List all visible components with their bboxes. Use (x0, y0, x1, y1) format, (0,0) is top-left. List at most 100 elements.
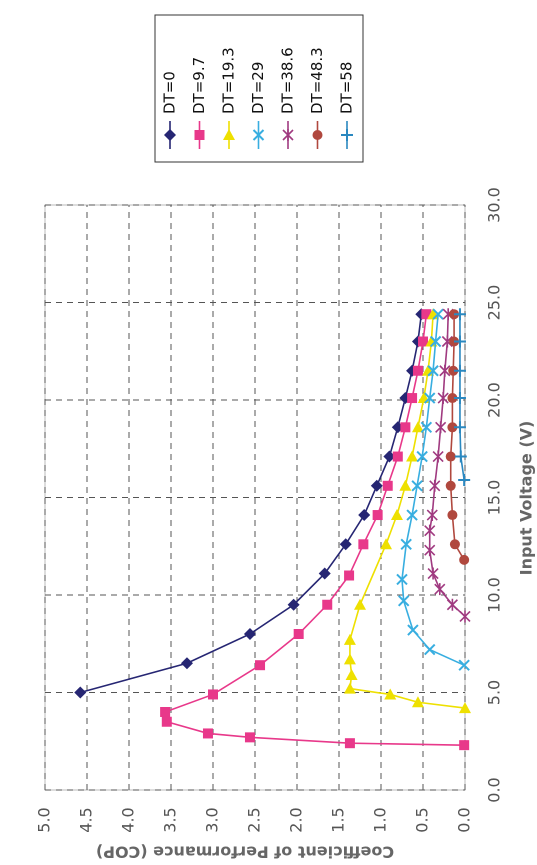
data-point (406, 509, 418, 521)
data-point (418, 336, 428, 347)
legend-label: DT=19.3 (220, 47, 238, 114)
data-point (411, 696, 424, 708)
data-point (400, 422, 411, 433)
data-point (435, 421, 447, 434)
data-point (458, 473, 471, 486)
data-point (437, 392, 449, 405)
legend-marker (282, 129, 294, 141)
rotated-chart: Input Voltage (V) Coefficient of Perform… (35, 14, 536, 862)
data-point (424, 524, 436, 537)
y-tick-label: 4.0 (119, 807, 138, 832)
data-point (447, 393, 458, 404)
data-point (407, 393, 418, 404)
data-point (343, 682, 356, 694)
data-point (382, 480, 393, 491)
y-tick-label: 5.0 (35, 807, 54, 832)
data-point (453, 392, 466, 405)
data-point (399, 479, 412, 491)
x-tick-label: 15.0 (485, 480, 504, 516)
y-tick-label: 2.5 (245, 807, 264, 832)
data-point (445, 451, 456, 462)
legend-label: DT=38.6 (279, 47, 297, 114)
data-point (448, 365, 459, 376)
data-point (429, 335, 442, 348)
legend-label: DT=0 (161, 71, 179, 114)
legend-marker (252, 129, 265, 141)
data-point (380, 538, 393, 550)
data-point (459, 554, 470, 565)
data-point (427, 567, 439, 580)
data-point (453, 335, 466, 348)
x-tick-label: 10.0 (485, 577, 504, 613)
data-point (243, 628, 256, 640)
data-point (411, 421, 424, 433)
y-tick-label: 4.5 (77, 807, 96, 832)
data-point (344, 570, 355, 581)
legend-marker (194, 130, 205, 140)
data-point (445, 480, 456, 491)
data-point (318, 567, 331, 580)
data-point (447, 422, 458, 433)
data-point (343, 633, 356, 645)
data-point (446, 598, 458, 611)
data-point (396, 573, 408, 586)
x-tick-label: 0.0 (485, 777, 504, 802)
data-point (392, 451, 403, 462)
data-point (416, 450, 428, 463)
legend-marker (223, 129, 235, 140)
y-tick-label: 3.5 (161, 807, 180, 832)
legend-label: DT=29 (249, 62, 267, 114)
data-point (424, 392, 436, 404)
legend-label: DT=58 (338, 62, 356, 114)
y-tick-label: 3.0 (203, 807, 222, 832)
data-point (202, 728, 213, 739)
y-tick-label: 2.0 (287, 807, 306, 832)
data-point (372, 510, 383, 521)
data-point (427, 365, 439, 377)
y-tick-label: 0.5 (413, 807, 432, 832)
y-tick-label: 0.0 (455, 807, 474, 832)
data-point (354, 598, 366, 610)
data-point (429, 479, 441, 492)
y-axis-title: Coefficient of Performance (COP) (96, 843, 394, 862)
data-point (459, 740, 470, 751)
data-point (244, 732, 255, 743)
data-point (432, 308, 444, 320)
data-point (339, 538, 352, 551)
data-point (384, 688, 397, 700)
legend-box (154, 14, 364, 163)
data-point (370, 479, 383, 492)
data-point (420, 421, 433, 434)
data-point (400, 538, 412, 551)
x-axis-title: Input Voltage (V) (517, 421, 536, 576)
y-tick-label: 1.5 (329, 807, 348, 832)
data-point (454, 450, 467, 463)
data-point (449, 539, 460, 550)
legend-label: DT=48.3 (308, 47, 326, 114)
data-point (459, 702, 471, 714)
data-point (287, 598, 300, 611)
data-point (322, 599, 333, 610)
data-point (180, 657, 193, 670)
data-point (434, 583, 446, 596)
series-line (401, 314, 465, 666)
data-point (160, 707, 171, 717)
data-point (453, 308, 466, 321)
x-tick-label: 5.0 (485, 680, 504, 705)
data-point (255, 660, 266, 671)
data-point (424, 544, 436, 557)
legend-marker (164, 129, 176, 141)
data-point (432, 450, 444, 463)
data-point (459, 610, 471, 623)
data-point (208, 689, 218, 700)
data-point (161, 716, 172, 727)
data-point (293, 629, 304, 639)
legend-marker (341, 129, 353, 141)
data-point (390, 509, 403, 521)
y-tick-label: 1.0 (371, 807, 390, 832)
data-point (407, 624, 419, 636)
data-point (424, 643, 436, 656)
data-point (453, 364, 466, 377)
x-tick-label: 30.0 (485, 187, 504, 223)
data-point (453, 421, 466, 434)
